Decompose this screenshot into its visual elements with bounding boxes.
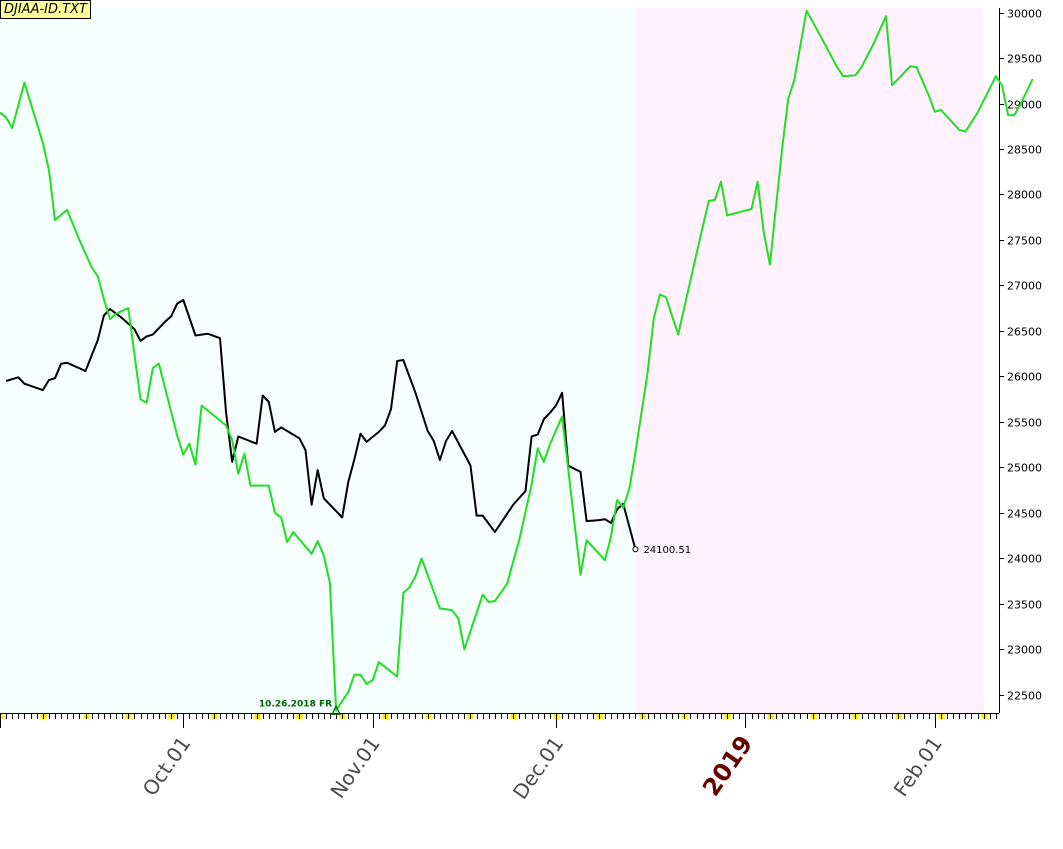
last-value-marker: [632, 546, 639, 553]
series-line-1: [5, 299, 637, 550]
y-tick-label: 24000: [1007, 553, 1042, 566]
weekend-marker: [0, 714, 4, 719]
low-marker-label: 10.26.2018 FR: [259, 699, 332, 709]
y-tick-label: 25500: [1007, 417, 1042, 430]
y-tick-label: 25000: [1007, 462, 1042, 475]
shaded-regions: [0, 8, 984, 713]
y-tick-label: 28500: [1007, 144, 1042, 157]
y-tick-label: 29500: [1007, 53, 1042, 66]
last-value-label: 24100.51: [643, 545, 691, 556]
x-tick-label: Dec.01: [508, 732, 568, 804]
series-lines: [0, 9, 1034, 712]
y-tick-label: 26000: [1007, 371, 1042, 384]
annotations: 24100.51 10.26.2018 FR: [259, 545, 691, 715]
x-tick-label: Nov.01: [325, 732, 384, 803]
shaded-region-1: [0, 8, 636, 713]
x-tick-label: Feb.01: [889, 732, 947, 801]
y-tick-label: 30000: [1007, 8, 1042, 21]
chart-title: DJIAA-ID.TXT: [0, 0, 91, 19]
shaded-region-2: [635, 8, 984, 713]
y-tick-label: 29000: [1007, 99, 1042, 112]
y-tick-label: 28000: [1007, 189, 1042, 202]
y-tick-label: 27000: [1007, 280, 1042, 293]
y-tick-label: 26500: [1007, 326, 1042, 339]
x-tick-label: Oct.01: [138, 732, 196, 800]
x-tick-label: 2019: [697, 730, 758, 801]
y-tick-label: 22500: [1007, 690, 1042, 703]
y-tick-label: 27500: [1007, 235, 1042, 248]
low-marker: [331, 704, 342, 715]
y-tick-label: 23000: [1007, 644, 1042, 657]
x-axis: Oct.01 Nov.01 Dec.01 2019 Feb.01: [0, 713, 999, 804]
y-axis: 22500 23000 23500 24000 24500 25000 25500 26000…: [999, 8, 1042, 713]
y-tick-label: 23500: [1007, 599, 1042, 612]
series-line-2: [0, 9, 1034, 712]
y-tick-label: 24500: [1007, 508, 1042, 521]
